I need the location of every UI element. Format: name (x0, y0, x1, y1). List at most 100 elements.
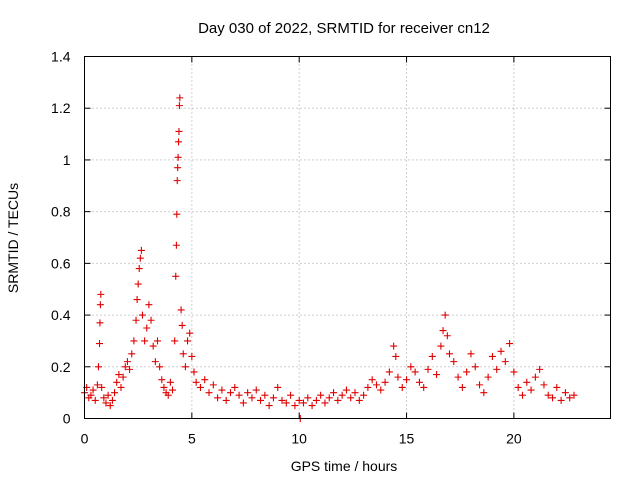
data-point (531, 373, 539, 381)
data-point (445, 350, 453, 358)
data-point (181, 363, 189, 371)
data-point (96, 319, 104, 327)
data-point (330, 389, 338, 397)
data-point (392, 352, 400, 360)
data-point (291, 402, 299, 410)
y-tick-label: 0.8 (51, 204, 71, 220)
data-point (113, 378, 121, 386)
data-point (115, 371, 123, 379)
data-point (488, 352, 496, 360)
data-point (141, 337, 149, 345)
data-point (437, 342, 445, 350)
data-point (149, 342, 157, 350)
data-point (252, 386, 260, 394)
data-point (174, 164, 182, 172)
data-point (394, 373, 402, 381)
data-point (424, 365, 432, 373)
data-point (166, 378, 174, 386)
axis-ticks: 0 0.2 0.4 0.6 0.8 1 1.2 1.4 0 5 10 15 20 (51, 49, 611, 447)
y-axis-label: SRMTID / TECUs (5, 183, 21, 293)
x-axis-label: GPS time / hours (291, 458, 398, 474)
x-tick-label: 5 (188, 431, 196, 447)
data-point (325, 394, 333, 402)
data-point (501, 358, 509, 366)
data-point (158, 376, 166, 384)
y-tick-label: 0 (63, 411, 71, 427)
data-point (540, 381, 548, 389)
data-point (497, 347, 505, 355)
data-point (527, 386, 535, 394)
data-point (91, 396, 99, 404)
data-point (553, 383, 561, 391)
data-point (570, 391, 578, 399)
data-point (97, 290, 105, 298)
data-point (174, 153, 182, 161)
data-point (308, 402, 316, 410)
data-point (398, 383, 406, 391)
data-point (160, 383, 168, 391)
y-tick-label: 0.4 (51, 307, 71, 323)
data-point (111, 389, 119, 397)
data-point (136, 254, 144, 262)
data-point (119, 373, 127, 381)
data-point (137, 246, 145, 254)
data-point (428, 352, 436, 360)
data-point (94, 363, 102, 371)
data-series (81, 94, 578, 422)
data-point (188, 352, 196, 360)
x-tick-label: 10 (291, 431, 307, 447)
data-point (96, 340, 104, 348)
grid (84, 56, 611, 419)
data-point (518, 391, 526, 399)
data-point (261, 391, 269, 399)
data-point (121, 363, 129, 371)
data-point (257, 396, 265, 404)
data-point (360, 391, 368, 399)
data-point (106, 402, 114, 410)
data-point (178, 321, 186, 329)
data-point (433, 371, 441, 379)
y-tick-label: 1 (63, 152, 71, 168)
data-point (557, 396, 565, 404)
data-point (278, 396, 286, 404)
data-point (201, 376, 209, 384)
data-point (454, 373, 462, 381)
data-point (130, 337, 138, 345)
data-point (226, 389, 234, 397)
data-point (117, 383, 125, 391)
data-point (561, 389, 569, 397)
data-point (514, 383, 522, 391)
data-point (153, 337, 161, 345)
data-point (441, 311, 449, 319)
data-point (476, 381, 484, 389)
data-point (244, 389, 252, 397)
data-point (164, 391, 172, 399)
data-point (368, 376, 376, 384)
data-point (269, 394, 277, 402)
data-point (351, 389, 359, 397)
data-point (93, 381, 101, 389)
y-tick-label: 1.4 (51, 49, 71, 65)
y-tick-label: 0.2 (51, 359, 71, 375)
data-point (458, 383, 466, 391)
data-point (506, 340, 514, 348)
data-point (566, 394, 574, 402)
data-point (549, 394, 557, 402)
data-point (128, 350, 136, 358)
data-point (209, 381, 217, 389)
data-point (544, 391, 552, 399)
data-point (334, 396, 342, 404)
data-point (235, 391, 243, 399)
data-point (171, 337, 179, 345)
data-point (175, 127, 183, 135)
data-point (265, 402, 273, 410)
data-point (102, 399, 110, 407)
data-point (450, 358, 458, 366)
data-point (104, 391, 112, 399)
y-tick-label: 1.2 (51, 100, 71, 116)
data-point (415, 378, 423, 386)
data-point (239, 399, 247, 407)
x-tick-label: 20 (506, 431, 522, 447)
data-point (420, 383, 428, 391)
data-point (87, 391, 95, 399)
